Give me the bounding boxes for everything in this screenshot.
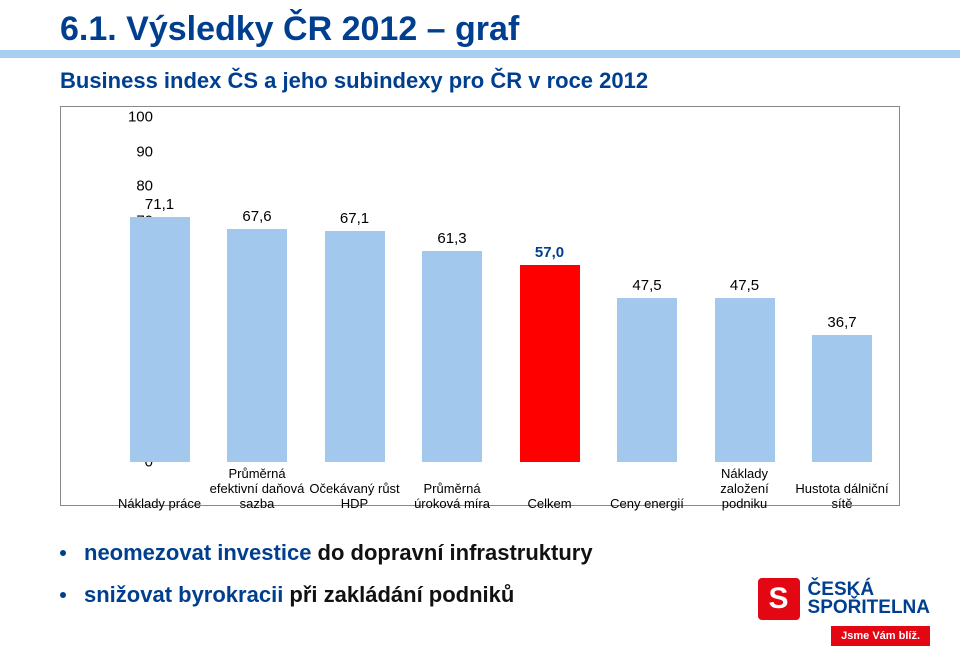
x-tick-label: Celkem bbox=[502, 497, 598, 512]
chart-plot-area: 010203040506070809010071,1Náklady práce6… bbox=[111, 117, 891, 462]
bullet-dot-icon bbox=[60, 592, 66, 598]
bullet-text: neomezovat investice do dopravní infrast… bbox=[84, 540, 593, 566]
logo-row: S ČESKÁ SPOŘITELNA bbox=[758, 578, 930, 620]
bar-value-label: 67,6 bbox=[207, 208, 307, 225]
bar-value-label: 61,3 bbox=[402, 230, 502, 247]
bar-value-label: 36,7 bbox=[792, 314, 892, 331]
bar-value-label: 47,5 bbox=[695, 277, 795, 294]
logo-mark: S bbox=[758, 578, 800, 620]
y-tick-label: 100 bbox=[113, 109, 153, 126]
bar-value-label: 71,1 bbox=[110, 196, 210, 213]
logo-wordmark: ČESKÁ SPOŘITELNA bbox=[808, 581, 930, 617]
chart-container: 010203040506070809010071,1Náklady práce6… bbox=[60, 106, 900, 506]
x-tick-label: Očekávaný růst HDP bbox=[307, 482, 403, 512]
logo-tagline: Jsme Vám blíž. bbox=[831, 626, 930, 646]
chart-bar bbox=[520, 265, 580, 462]
bullet-item: neomezovat investice do dopravní infrast… bbox=[60, 540, 880, 566]
bar-value-label: 47,5 bbox=[597, 277, 697, 294]
logo-word-2: SPOŘITELNA bbox=[808, 599, 930, 617]
x-tick-label: Náklady práce bbox=[112, 497, 208, 512]
x-tick-label: Hustota dálniční sítě bbox=[794, 482, 890, 512]
page-subtitle: Business index ČS a jeho subindexy pro Č… bbox=[60, 68, 648, 94]
x-tick-label: Ceny energií bbox=[599, 497, 695, 512]
chart-bar bbox=[325, 231, 385, 462]
bullet-dot-icon bbox=[60, 550, 66, 556]
chart-bar bbox=[130, 217, 190, 462]
page-title: 6.1. Výsledky ČR 2012 – graf bbox=[60, 10, 519, 49]
chart-bar bbox=[422, 251, 482, 462]
chart-bar bbox=[227, 229, 287, 462]
chart-bar bbox=[617, 298, 677, 462]
x-tick-label: Průměrná efektivní daňová sazba bbox=[209, 467, 305, 512]
chart-bar bbox=[812, 335, 872, 462]
brand-logo: S ČESKÁ SPOŘITELNA Jsme Vám blíž. bbox=[758, 578, 930, 646]
y-tick-label: 80 bbox=[113, 178, 153, 195]
header-accent-band bbox=[0, 50, 960, 58]
y-tick-label: 90 bbox=[113, 143, 153, 160]
bar-value-label: 67,1 bbox=[305, 210, 405, 227]
chart-bar bbox=[715, 298, 775, 462]
bar-value-label: 57,0 bbox=[500, 244, 600, 261]
x-tick-label: Náklady založení podniku bbox=[697, 467, 793, 512]
logo-mark-letter: S bbox=[769, 582, 789, 616]
x-tick-label: Průměrná úroková míra bbox=[404, 482, 500, 512]
bullet-text: snižovat byrokracii při zakládání podnik… bbox=[84, 582, 514, 608]
